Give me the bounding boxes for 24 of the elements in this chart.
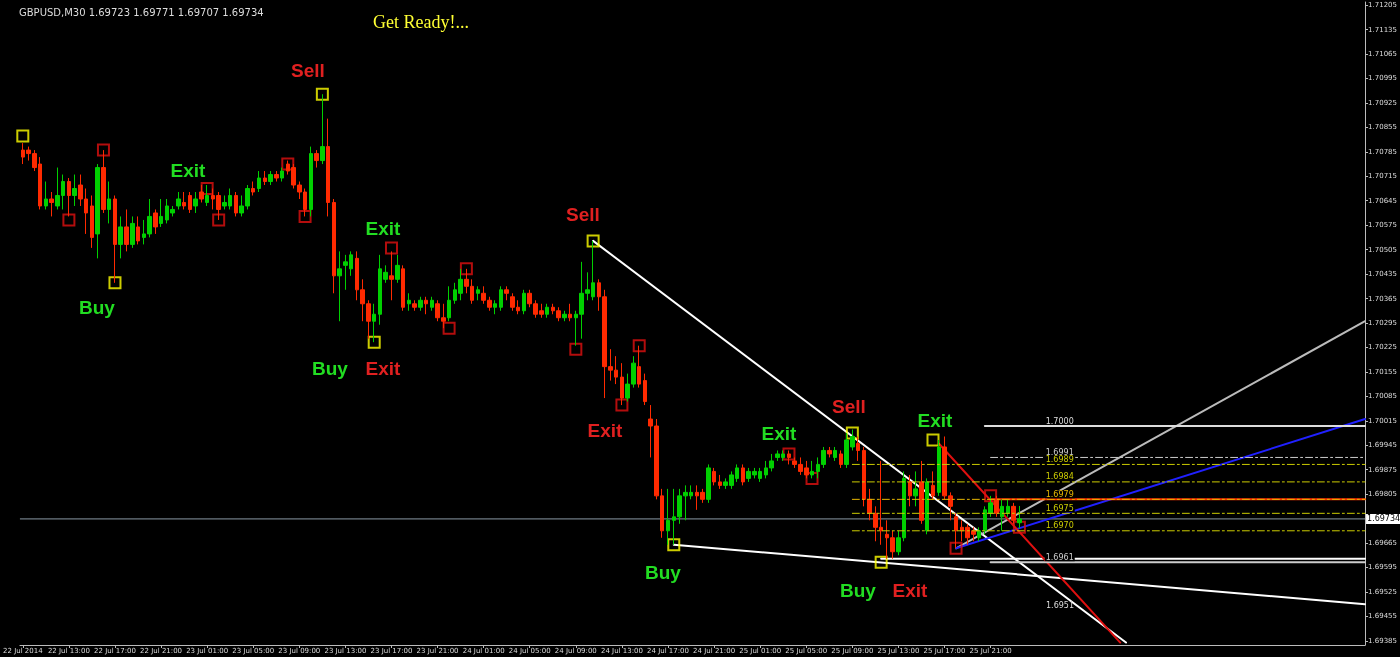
data-label: 1.6984 [1045, 472, 1074, 482]
annotation: 1.6951 [1046, 600, 1074, 610]
annotation: Sell [566, 203, 600, 225]
annotation: Exit [587, 419, 624, 441]
text: Get Ready!... [373, 12, 469, 32]
data-label: 1.6975 [1045, 503, 1074, 513]
annotation: Buy [312, 357, 349, 379]
annotation: Exit [761, 422, 798, 444]
ref-line-label: 1.69734 [1367, 514, 1400, 524]
data-label: 1.6961 [1045, 552, 1074, 562]
annotation: Buy [840, 579, 877, 601]
annotation: Exit [170, 159, 207, 181]
data-label: 1.7000 [1045, 416, 1074, 426]
annotation: Exit [892, 579, 929, 601]
annotation: Exit [365, 357, 402, 379]
data-label: 1.6970 [1045, 521, 1074, 531]
annotation: Sell [291, 59, 325, 81]
annotation: Exit [917, 409, 954, 431]
chart-title: GBPUSD,M30 1.69723 1.69771 1.69707 1.69734 [19, 6, 264, 18]
annotation: Buy [645, 561, 682, 583]
annotation: Buy [79, 296, 116, 318]
annotation: Exit [365, 217, 402, 239]
annotation: Sell [832, 395, 866, 417]
data-label: 1.6979 [1045, 489, 1074, 499]
